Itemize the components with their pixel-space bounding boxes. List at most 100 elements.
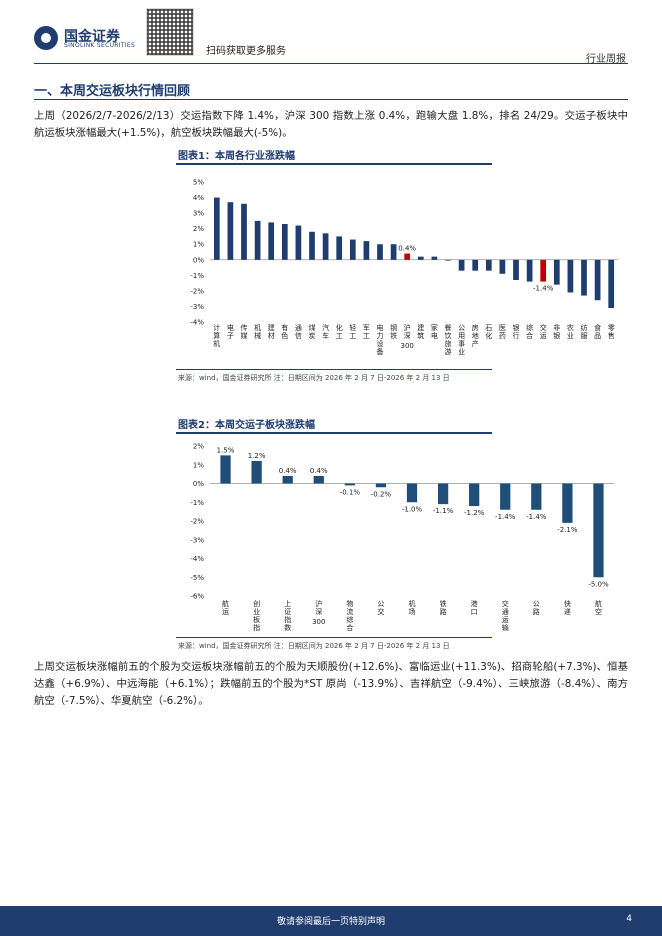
y-tick-label: 1%: [193, 461, 204, 469]
data-label: -0.1%: [340, 488, 361, 496]
data-label: -1.0%: [402, 505, 423, 513]
category-label: 农业: [567, 323, 574, 340]
bar-钢铁: [390, 244, 397, 260]
section-title: 一、本周交运板块行情回顾: [34, 84, 191, 99]
page-footer: 敬请参阅最后一页特别声明 4: [0, 906, 662, 936]
category-label: 快递: [564, 599, 571, 616]
qr-code-icon[interactable]: [146, 8, 194, 56]
bar-铁路: [437, 483, 449, 505]
y-tick-label: 4%: [193, 194, 204, 202]
bar-非银: [553, 259, 560, 285]
bar-公交: [375, 483, 387, 488]
category-label: 公用事业: [458, 324, 465, 356]
category-label: 上证指数: [284, 599, 291, 632]
stocks-paragraph: 上周交运板块涨幅前五的个股为交运板块涨幅前五的个股为天顺股份(+12.6%)、富…: [34, 661, 628, 707]
y-tick-label: -2%: [190, 287, 204, 295]
logo-en-text: SINOLINK SECURITIES: [64, 42, 136, 49]
bar-建筑: [417, 256, 424, 260]
category-label: 交通运输: [502, 599, 509, 632]
bar-上证指数: [282, 476, 293, 484]
category-label: 餐饮旅游: [445, 323, 452, 356]
category-label: 沪深 300: [312, 599, 325, 626]
bar-建材: [268, 222, 275, 260]
category-label: 化工: [336, 323, 343, 340]
bar-机场: [406, 483, 418, 503]
bar-食品: [594, 259, 601, 301]
category-label: 港口: [471, 599, 478, 616]
data-label: 1.5%: [217, 446, 235, 454]
bar-煤炭: [309, 231, 315, 260]
y-tick-label: -6%: [190, 593, 204, 601]
figure2-source: 来源：wind，国金证券研究所 注：日期区间为 2026 年 2 月 7 日-2…: [178, 642, 450, 650]
header-divider: [34, 63, 628, 64]
section-divider: [34, 99, 628, 100]
figure2-bottom-rule: [176, 637, 492, 638]
category-label: 医药: [499, 324, 506, 340]
figure1-bottom-rule: [176, 369, 492, 370]
bar-创业板指: [251, 461, 262, 484]
data-label: 0.4%: [398, 245, 416, 253]
category-label: 沪深 300: [401, 323, 414, 350]
bar-纺服: [581, 259, 587, 296]
bar-通信: [295, 225, 302, 260]
y-tick-label: 3%: [193, 210, 204, 218]
bar-房地产: [472, 259, 479, 271]
bar-公路: [531, 483, 542, 510]
figure1-chart: 5% 4% 3% 2% 1% 0% -1% -2% -3% -4% 计算机电子传媒机械建材有色通信煤…: [190, 179, 618, 356]
bar-交运: [540, 259, 547, 282]
bar-电子: [227, 202, 234, 260]
document-type: 行业周报: [586, 54, 626, 65]
bar-农业: [567, 259, 574, 293]
category-label: 机场: [409, 599, 416, 616]
category-label: 通信: [295, 323, 302, 340]
y-tick-label: -3%: [190, 536, 204, 544]
bar-零售: [608, 259, 615, 308]
category-label: 计算机: [213, 323, 220, 348]
bar-电力设备: [377, 244, 383, 260]
category-label: 军工: [363, 324, 370, 340]
data-label: -2.1%: [557, 526, 578, 534]
bar-计算机: [213, 197, 220, 260]
y-tick-label: 0%: [193, 256, 204, 264]
figure1-title: 图表1：本周各行业涨跌幅: [178, 151, 295, 162]
y-tick-label: -1%: [190, 499, 204, 507]
category-label: 创业板指: [253, 599, 260, 632]
bar-石化: [485, 259, 492, 271]
data-label: 0.4%: [279, 467, 297, 475]
qr-caption: 扫码获取更多服务: [206, 46, 286, 57]
data-label: -1.4%: [495, 513, 516, 521]
y-tick-label: -3%: [190, 303, 204, 311]
category-label: 食品: [594, 323, 601, 340]
category-label: 房地产: [472, 323, 479, 348]
bar-航空: [593, 483, 604, 578]
bar-物流综合: [344, 483, 355, 486]
category-label: 传媒: [241, 323, 248, 340]
bar-医药: [499, 259, 506, 274]
category-label: 铁路: [440, 599, 447, 616]
figure2-top-rule: [176, 432, 492, 434]
y-tick-label: -5%: [190, 574, 204, 582]
category-label: 航空: [595, 599, 602, 616]
figure1-source: 来源：wind，国金证券研究所 注：日期区间为 2026 年 2 月 7 日-2…: [178, 374, 450, 382]
category-label: 电子: [227, 323, 234, 340]
page-header: 国金证券 SINOLINK SECURITIES 扫码获取更多服务 行业周报: [0, 0, 662, 70]
category-label: 汽车: [322, 323, 329, 340]
category-label: 有色: [281, 323, 288, 340]
logo-mark-icon: [34, 26, 58, 50]
category-label: 家电: [431, 323, 438, 340]
bar-快递: [562, 483, 573, 523]
category-label: 非银: [553, 323, 560, 340]
bar-餐饮旅游: [445, 259, 451, 261]
bar-交通运输: [500, 483, 511, 510]
bar-沪深300: [404, 253, 411, 260]
data-label: -0.2%: [371, 490, 392, 498]
y-tick-label: 5%: [193, 179, 204, 187]
category-label: 银行: [513, 323, 520, 340]
category-label: 石化: [485, 324, 492, 340]
bar-机械: [254, 220, 261, 260]
data-label: -1.1%: [433, 507, 454, 515]
data-label: -1.4%: [533, 285, 554, 293]
data-label: -5.0%: [588, 580, 609, 588]
category-label: 建材: [268, 323, 275, 340]
y-tick-label: -4%: [190, 555, 204, 563]
